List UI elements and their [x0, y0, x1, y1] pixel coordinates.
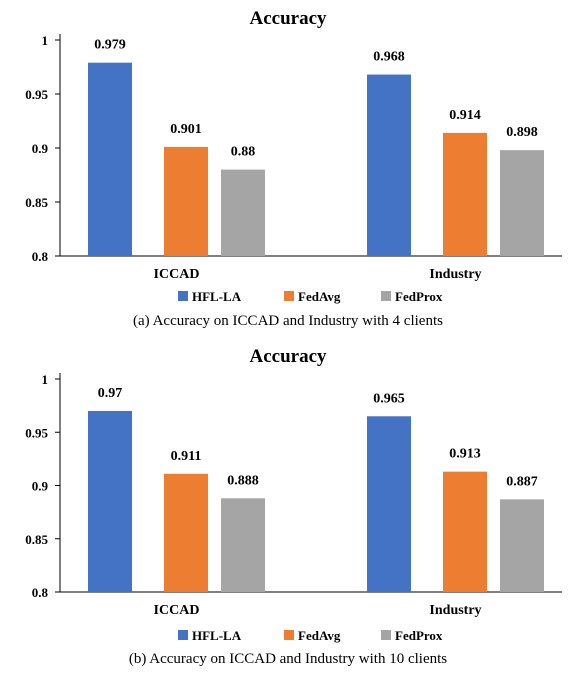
data-label: 0.88 — [231, 145, 256, 160]
legend-swatch-fedavg — [284, 630, 294, 640]
data-label: 0.97 — [98, 386, 123, 401]
figure-caption: (a) Accuracy on ICCAD and Industry with … — [133, 313, 443, 329]
y-tick-label: 0.85 — [25, 195, 48, 210]
bar-iccad-fedprox — [221, 169, 265, 256]
chart-title: Accuracy — [249, 346, 327, 367]
data-label: 0.911 — [171, 449, 202, 464]
y-tick-label: 0.8 — [32, 249, 49, 264]
y-tick-label: 0.85 — [25, 532, 48, 547]
data-label: 0.965 — [373, 391, 405, 406]
legend-label: HFL-LA — [192, 289, 242, 304]
legend-swatch-fedprox — [381, 630, 391, 640]
bar-iccad-fedavg — [164, 473, 208, 592]
bar-iccad-hfl-la — [88, 410, 132, 592]
accuracy-chart-10-clients: Accuracy 0.8 0.85 0.9 0.95 1 0.97 0.965 0.911 0.9… — [25, 346, 562, 667]
y-tick-label: 0.8 — [32, 585, 49, 600]
bar-iccad-hfl-la — [88, 62, 132, 257]
legend-swatch-hfl-la — [178, 630, 188, 640]
y-tick-label: 0.9 — [32, 479, 49, 494]
legend-label: FedProx — [395, 628, 443, 643]
y-tick-label: 0.95 — [25, 87, 48, 102]
y-tick-label: 1 — [42, 33, 49, 48]
legend-label: FedAvg — [298, 289, 341, 304]
x-category-label: Industry — [429, 267, 481, 282]
x-category-label: ICCAD — [154, 267, 200, 282]
bar-industry-fedavg — [443, 132, 487, 256]
bar-industry-hfl-la — [367, 74, 411, 256]
legend-swatch-hfl-la — [178, 291, 188, 301]
x-category-label: Industry — [429, 603, 481, 618]
chart-panel-a: Accuracy 0.8 0.85 0.9 0.95 1 0.979 0.968 0.901 0.… — [25, 8, 562, 329]
bar-industry-fedprox — [500, 150, 544, 256]
data-label: 0.898 — [506, 125, 538, 140]
legend-label: FedAvg — [298, 628, 341, 643]
bar-industry-fedavg — [443, 471, 487, 592]
data-label: 0.968 — [373, 50, 405, 65]
bar-industry-hfl-la — [367, 416, 411, 592]
legend-label: FedProx — [395, 289, 443, 304]
chart-title: Accuracy — [249, 8, 327, 29]
bar-iccad-fedprox — [221, 498, 265, 592]
legend-swatch-fedavg — [284, 291, 294, 301]
legend-swatch-fedprox — [381, 291, 391, 301]
bar-iccad-fedavg — [164, 146, 208, 256]
y-tick-label: 0.9 — [32, 141, 49, 156]
data-label: 0.888 — [227, 473, 259, 488]
data-label: 0.914 — [449, 108, 481, 123]
x-category-label: ICCAD — [154, 603, 200, 618]
y-tick-label: 0.95 — [25, 425, 48, 440]
figure-caption: (b) Accuracy on ICCAD and Industry with … — [129, 651, 447, 667]
chart-panel-b: Accuracy 0.8 0.85 0.9 0.95 1 0.97 0.965 0.911 0.9… — [0, 338, 576, 673]
accuracy-chart-4-clients: Accuracy 0.8 0.85 0.9 0.95 1 0.979 0.968 0.901 0.… — [25, 8, 562, 329]
data-label: 0.887 — [506, 474, 538, 489]
data-label: 0.979 — [94, 38, 126, 53]
data-label: 0.901 — [170, 122, 202, 137]
data-label: 0.913 — [449, 447, 481, 462]
y-tick-label: 1 — [42, 372, 49, 387]
bar-industry-fedprox — [500, 499, 544, 592]
legend-label: HFL-LA — [192, 628, 242, 643]
